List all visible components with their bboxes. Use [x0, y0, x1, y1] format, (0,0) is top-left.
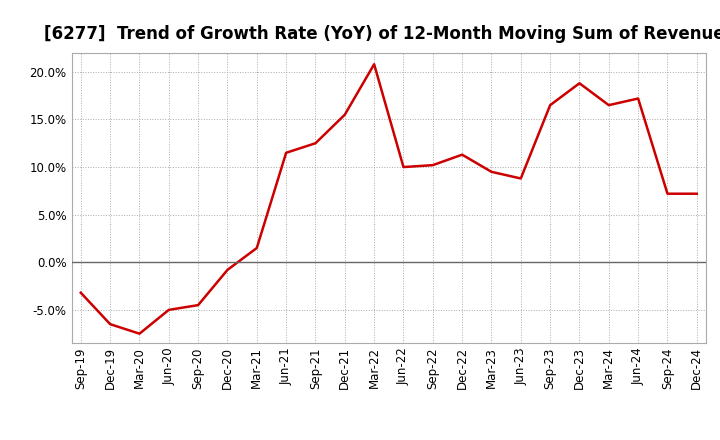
- Title: [6277]  Trend of Growth Rate (YoY) of 12-Month Moving Sum of Revenues: [6277] Trend of Growth Rate (YoY) of 12-…: [43, 25, 720, 43]
